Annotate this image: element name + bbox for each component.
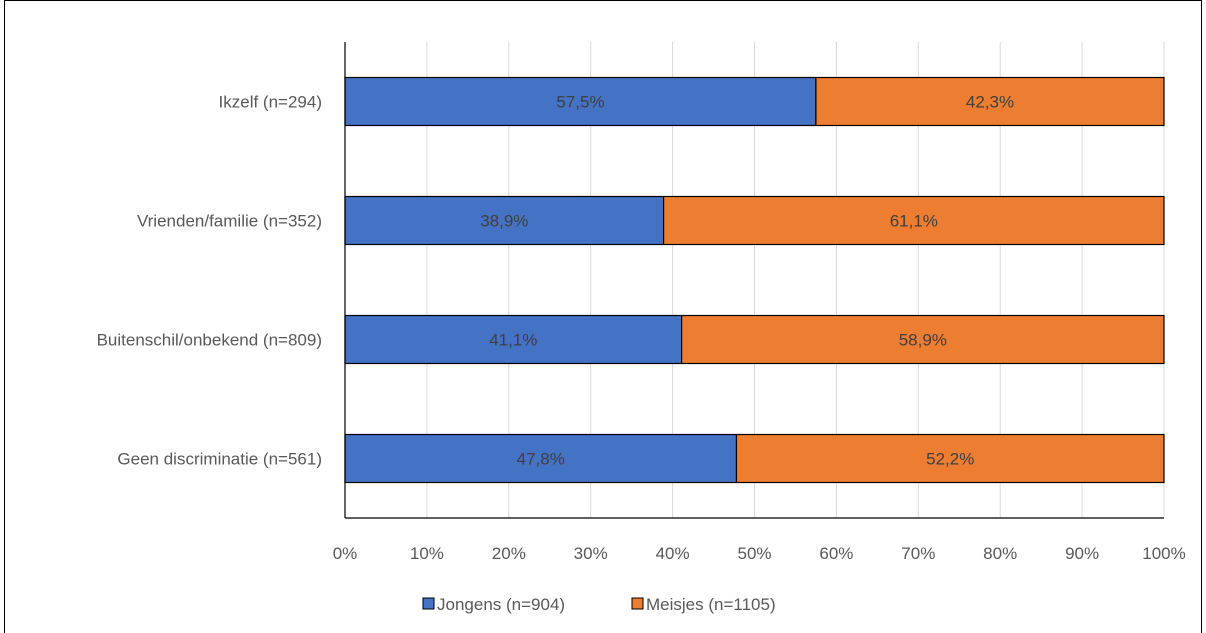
category-label: Geen discriminatie (n=561) [117, 450, 322, 469]
x-tick-label: 80% [983, 544, 1017, 563]
legend-label: Meisjes (n=1105) [646, 595, 776, 614]
data-label: 38,9% [480, 212, 528, 231]
x-tick-label: 20% [492, 544, 526, 563]
data-label: 57,5% [556, 93, 604, 112]
legend-swatch [631, 597, 644, 610]
x-tick-label: 100% [1142, 544, 1185, 563]
axes [344, 42, 1164, 519]
legend-swatch [422, 597, 435, 610]
x-tick-label: 90% [1065, 544, 1099, 563]
x-tick-label: 10% [410, 544, 444, 563]
x-tick-label: 40% [656, 544, 690, 563]
bar-segment [344, 314, 683, 365]
data-label: 47,8% [517, 450, 565, 469]
data-label: 41,1% [489, 331, 537, 350]
x-tick-label: 70% [901, 544, 935, 563]
category-label: Ikzelf (n=294) [219, 93, 322, 112]
bar-segment [681, 314, 1165, 365]
x-tick-labels: 0% 10% 20% 30% 40% 50% 60% 70% 80% 90% 100% [333, 544, 1186, 563]
data-label: 52,2% [926, 450, 974, 469]
x-tick-label: 30% [574, 544, 608, 563]
data-label: 42,3% [966, 93, 1014, 112]
legend-label: Jongens (n=904) [437, 595, 565, 614]
category-label: Buitenschil/onbekend (n=809) [97, 331, 322, 350]
bar-segment [344, 195, 665, 246]
bar-segment [815, 76, 1165, 127]
bar-segment [735, 433, 1165, 484]
x-tick-label: 60% [819, 544, 853, 563]
category-labels: Ikzelf (n=294) Vrienden/familie (n=352) Bu… [97, 93, 322, 469]
category-label: Vrienden/familie (n=352) [137, 212, 322, 231]
data-label: 61,1% [890, 212, 938, 231]
x-tick-label: 0% [333, 544, 358, 563]
legend: Jongens (n=904) Meisjes (n=1105) [422, 595, 776, 614]
bar-segment [662, 195, 1165, 246]
bar-segment [344, 433, 738, 484]
data-label: 58,9% [899, 331, 947, 350]
bars: 57,5% 42,3% 38,9% 61,1% 41,1% 58,9% 47,8% 52,2% [344, 76, 1165, 484]
x-tick-label: 50% [737, 544, 771, 563]
